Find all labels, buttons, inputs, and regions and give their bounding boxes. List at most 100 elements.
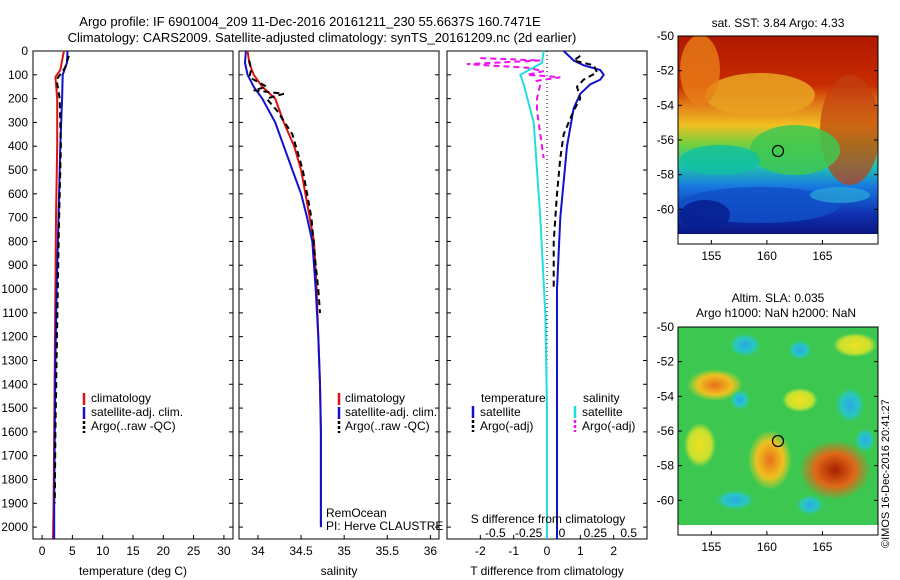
depth-tick-label: 0 <box>21 44 28 58</box>
legend-title-salinity: salinity <box>583 391 620 405</box>
x-tick-label-top: 0.25 <box>584 526 608 540</box>
series-line-t-argo-adj- <box>552 54 599 289</box>
sst-float-marker <box>771 144 785 158</box>
figure-title-line1: Argo profile: IF 6901004_209 11-Dec-2016… <box>79 14 541 29</box>
x-tick-label: 34 <box>251 544 265 558</box>
depth-tick-label: 800 <box>8 234 28 248</box>
x-tick-label: -2 <box>475 544 486 558</box>
depth-tick-label: 1700 <box>1 449 28 463</box>
x-tick-label: 0 <box>544 544 551 558</box>
depth-tick-label: 1900 <box>1 496 28 510</box>
lat-tick-label: -54 <box>657 389 675 403</box>
legend-label-satellite: satellite-adj. clim. <box>91 405 183 419</box>
sla-float-marker <box>771 434 785 448</box>
x-tick-label: 30 <box>217 544 231 558</box>
difference-legend: temperature satellite Argo(-adj) salinit… <box>471 391 635 433</box>
lat-tick-label: -50 <box>657 29 675 43</box>
depth-tick-label: 1300 <box>1 353 28 367</box>
legend-label-t-argo: Argo(-adj) <box>480 419 533 433</box>
legend-label-argo: Argo(..raw -QC) <box>345 419 430 433</box>
depth-tick-label: 200 <box>8 92 28 106</box>
series-line-s-argo-adj- <box>466 57 561 159</box>
sst-map-title: sat. SST: 3.84 Argo: 4.33 <box>712 16 845 30</box>
series-line-argo-raw-qc- <box>53 55 70 504</box>
depth-tick-label: 900 <box>8 258 28 272</box>
salinity-plot: 34 34.5 35 35.5 36 <box>239 50 439 558</box>
x-tick-label-top: -0.5 <box>485 526 506 540</box>
depth-tick-label: 2000 <box>1 520 28 534</box>
lat-tick-label: -56 <box>657 424 675 438</box>
temperature-plot: 0 5 10 15 20 25 30 <box>33 50 233 558</box>
depth-tick-label: 1800 <box>1 472 28 486</box>
imos-footer: ©IMOS 16-Dec-2016 20:41:27 <box>880 399 892 548</box>
depth-tick-label: 500 <box>8 163 28 177</box>
x-tick-label: 35 <box>337 544 351 558</box>
float-pi-label: PI: Herve CLAUSTRE <box>326 519 443 533</box>
lon-tick-label: 160 <box>757 249 777 263</box>
legend-label-climatology: climatology <box>345 391 405 405</box>
sla-map-image <box>678 327 878 525</box>
lon-tick-label: 160 <box>757 540 777 554</box>
depth-tick-label: 1600 <box>1 425 28 439</box>
salinity-legend: climatology satellite-adj. clim. Argo(..… <box>326 391 443 533</box>
depth-tick-label: 400 <box>8 139 28 153</box>
legend-label-satellite: satellite-adj. clim. <box>345 405 437 419</box>
difference-xlabel-top: S difference from climatology <box>471 512 626 526</box>
lat-tick-label: -52 <box>657 64 675 78</box>
lat-tick-label: -58 <box>657 168 675 182</box>
series-line-satellite-adj-clim- <box>243 50 322 528</box>
depth-tick-label: 600 <box>8 187 28 201</box>
legend-title-temperature: temperature <box>481 391 546 405</box>
legend-label-s-satellite: satellite <box>582 405 623 419</box>
x-tick-label: -1 <box>508 544 519 558</box>
x-tick-label: 2 <box>610 544 617 558</box>
x-tick-label-top: 0 <box>559 526 566 540</box>
depth-tick-label: 100 <box>8 68 28 82</box>
sla-map-subtitle: Argo h1000: NaN h2000: NaN <box>696 306 856 320</box>
x-tick-label: 35.5 <box>376 544 400 558</box>
x-tick-label: 0 <box>39 544 46 558</box>
legend-label-climatology: climatology <box>91 391 151 405</box>
lon-tick-label: 155 <box>701 249 721 263</box>
x-tick-label: 36 <box>424 544 438 558</box>
x-tick-label: 25 <box>187 544 201 558</box>
lon-tick-label: 165 <box>812 249 832 263</box>
depth-tick-label: 1100 <box>2 306 28 320</box>
legend-label-t-satellite: satellite <box>480 405 521 419</box>
depth-tick-label: 1400 <box>1 377 28 391</box>
salinity-xlabel: salinity <box>321 564 358 578</box>
x-tick-label: 5 <box>69 544 76 558</box>
legend-label-argo: Argo(..raw -QC) <box>91 419 176 433</box>
depth-tick-label: 1500 <box>1 401 28 415</box>
lon-tick-label: 155 <box>701 540 721 554</box>
lat-tick-label: -58 <box>657 459 675 473</box>
lat-tick-label: -60 <box>657 493 675 507</box>
x-tick-label: 34.5 <box>289 544 313 558</box>
x-tick-label: 20 <box>157 544 171 558</box>
series-line-s-satellite <box>519 50 548 539</box>
salinity-panel-frame <box>238 50 440 540</box>
difference-plot: -2 -1 0 1 2-0.5 -0.25 0 0.25 0.5 <box>447 50 647 558</box>
temperature-panel-frame <box>32 50 234 540</box>
x-tick-label-top: 0.5 <box>620 526 637 540</box>
x-tick-label: 10 <box>96 544 110 558</box>
lat-tick-label: -50 <box>657 320 675 334</box>
temperature-xlabel: temperature (deg C) <box>79 564 187 578</box>
series-line-t-satellite <box>556 50 605 539</box>
float-program-label: RemOcean <box>326 506 387 520</box>
x-tick-label: 15 <box>126 544 140 558</box>
x-tick-label: 1 <box>577 544 584 558</box>
temperature-legend: climatology satellite-adj. clim. Argo(..… <box>82 391 183 433</box>
depth-tick-label: 1000 <box>1 282 28 296</box>
depth-axis: 0 100 200 300 400 500 600 700 800 900 1000 1100 1200… <box>1 44 28 534</box>
lon-tick-label: 165 <box>812 540 832 554</box>
sst-map-image <box>678 36 878 234</box>
lat-tick-label: -54 <box>657 98 675 112</box>
legend-label-s-argo: Argo(-adj) <box>582 419 635 433</box>
lat-tick-label: -56 <box>657 133 675 147</box>
depth-tick-label: 300 <box>8 115 28 129</box>
lat-tick-label: -52 <box>657 355 675 369</box>
series-line-climatology <box>246 50 322 528</box>
series-line-argo-raw-qc- <box>248 60 321 313</box>
